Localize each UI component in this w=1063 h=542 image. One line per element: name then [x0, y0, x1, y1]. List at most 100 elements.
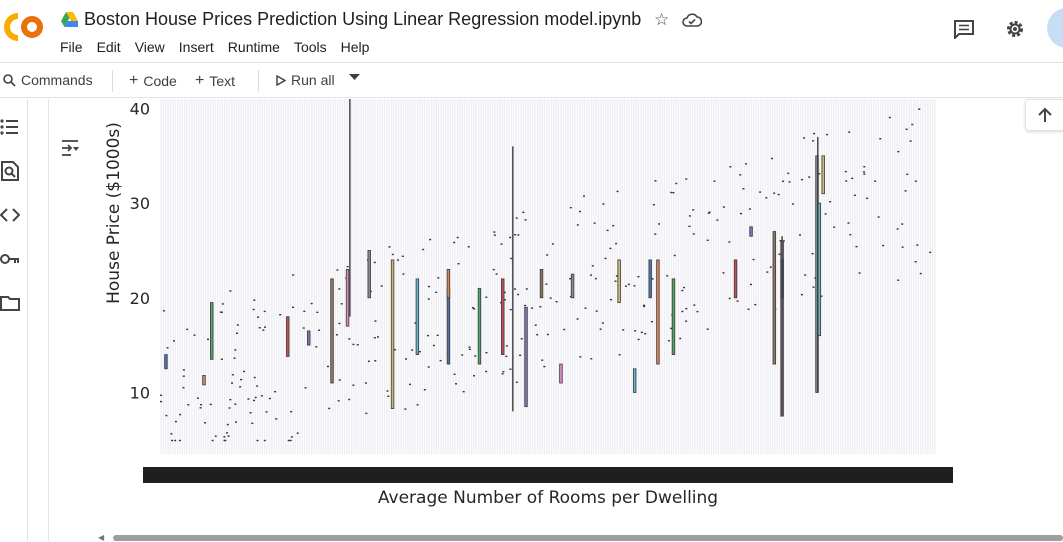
gear-icon[interactable]: [1004, 18, 1026, 40]
outlier-point: [170, 439, 173, 442]
avatar[interactable]: [1047, 8, 1063, 48]
outlier-point: [348, 338, 351, 340]
outlier-point: [207, 338, 210, 341]
commands-button[interactable]: Commands: [3, 72, 93, 88]
outlier-point: [224, 439, 227, 442]
outlier-point: [803, 137, 806, 139]
outlier-point: [853, 194, 856, 196]
outlier-point: [427, 298, 430, 300]
outlier-point: [193, 334, 196, 336]
outlier-point: [223, 436, 226, 438]
outlier-point: [754, 303, 757, 306]
outlier-point: [422, 248, 425, 251]
outlier-point: [292, 274, 295, 276]
outlier-point: [373, 337, 376, 339]
outlier-point: [916, 244, 919, 246]
menu-file[interactable]: File: [60, 39, 83, 55]
x-axis-label: Average Number of Rooms per Dwelling: [378, 488, 718, 508]
outlier-point: [778, 253, 781, 255]
box: [524, 306, 528, 408]
outlier-point: [437, 277, 440, 279]
menu-tools[interactable]: Tools: [293, 39, 327, 55]
outlier-point: [800, 293, 803, 296]
outlier-point: [601, 322, 604, 324]
outlier-point: [584, 307, 587, 309]
outlier-point: [239, 386, 242, 388]
menu-insert[interactable]: Insert: [178, 39, 214, 55]
outlier-point: [801, 178, 804, 181]
outlier-point: [599, 328, 602, 330]
colab-logo-icon[interactable]: [0, 10, 46, 44]
outlier-point: [904, 190, 907, 192]
outlier-point: [866, 197, 869, 200]
box: [559, 363, 563, 384]
outlier-point: [820, 295, 823, 297]
menu-help[interactable]: Help: [340, 39, 370, 55]
outlier-point: [563, 328, 566, 331]
outlier-point: [211, 439, 214, 442]
header-bar: Boston House Prices Prediction Using Lin…: [0, 0, 1063, 62]
outlier-point: [316, 311, 319, 314]
box: [671, 278, 676, 355]
outlier-point: [502, 371, 505, 373]
scroll-to-top-button[interactable]: [1025, 99, 1063, 131]
outlier-point: [405, 358, 408, 360]
box: [307, 330, 311, 346]
outlier-point: [260, 395, 263, 397]
find-replace-icon[interactable]: [0, 161, 20, 181]
outlier-point: [929, 251, 932, 254]
menu-edit[interactable]: Edit: [96, 39, 121, 55]
scroll-left-icon[interactable]: ◀: [98, 533, 105, 542]
outlier-point: [670, 191, 673, 194]
outlier-point: [551, 243, 554, 245]
toolbar-divider: [258, 70, 259, 92]
outlier-point: [234, 403, 237, 405]
outlier-point: [418, 350, 421, 353]
outlier-point: [318, 329, 321, 331]
outlier-point: [166, 347, 169, 349]
outlier-point: [543, 365, 546, 368]
horizontal-scrollbar[interactable]: [113, 535, 1063, 541]
outlier-point: [901, 246, 904, 248]
box: [617, 259, 621, 303]
outlier-point: [495, 273, 498, 275]
star-icon[interactable]: ☆: [654, 10, 670, 29]
outlier-point: [455, 383, 458, 385]
outlier-point: [877, 216, 880, 218]
outlier-point: [402, 273, 405, 275]
files-folder-icon[interactable]: [0, 293, 20, 313]
output-toggle-icon[interactable]: [59, 137, 81, 159]
outlier-point: [765, 197, 768, 199]
box: [164, 354, 168, 370]
menu-view[interactable]: View: [134, 39, 165, 55]
outlier-point: [416, 404, 419, 406]
comment-icon[interactable]: [953, 19, 975, 39]
outlier-point: [492, 268, 495, 271]
outlier-point: [453, 241, 456, 244]
box: [330, 278, 334, 384]
outlier-point: [228, 407, 231, 409]
add-text-button[interactable]: + Text: [195, 72, 235, 90]
outlier-point: [766, 271, 769, 273]
commands-label: Commands: [21, 72, 93, 88]
cloud-saved-icon[interactable]: [682, 12, 702, 28]
outlier-point: [229, 398, 232, 401]
secrets-key-icon[interactable]: [0, 249, 20, 269]
outlier-point: [485, 370, 488, 373]
notebook-title[interactable]: Boston House Prices Prediction Using Lin…: [84, 9, 642, 29]
google-drive-icon[interactable]: [61, 12, 78, 27]
outlier-point: [160, 400, 163, 403]
outlier-point: [539, 306, 542, 308]
table-of-contents-icon[interactable]: [0, 117, 20, 137]
add-code-button[interactable]: + Code: [129, 72, 177, 90]
outlier-point: [509, 308, 512, 311]
outlier-point: [302, 327, 305, 329]
code-snippets-icon[interactable]: [0, 205, 20, 225]
outlier-point: [240, 378, 243, 381]
outlier-point: [517, 293, 520, 296]
menu-runtime[interactable]: Runtime: [227, 39, 280, 55]
outlier-point: [265, 411, 268, 413]
run-all-button[interactable]: Run all: [276, 72, 335, 88]
outlier-point: [541, 359, 544, 361]
run-all-dropdown[interactable]: [349, 74, 360, 81]
